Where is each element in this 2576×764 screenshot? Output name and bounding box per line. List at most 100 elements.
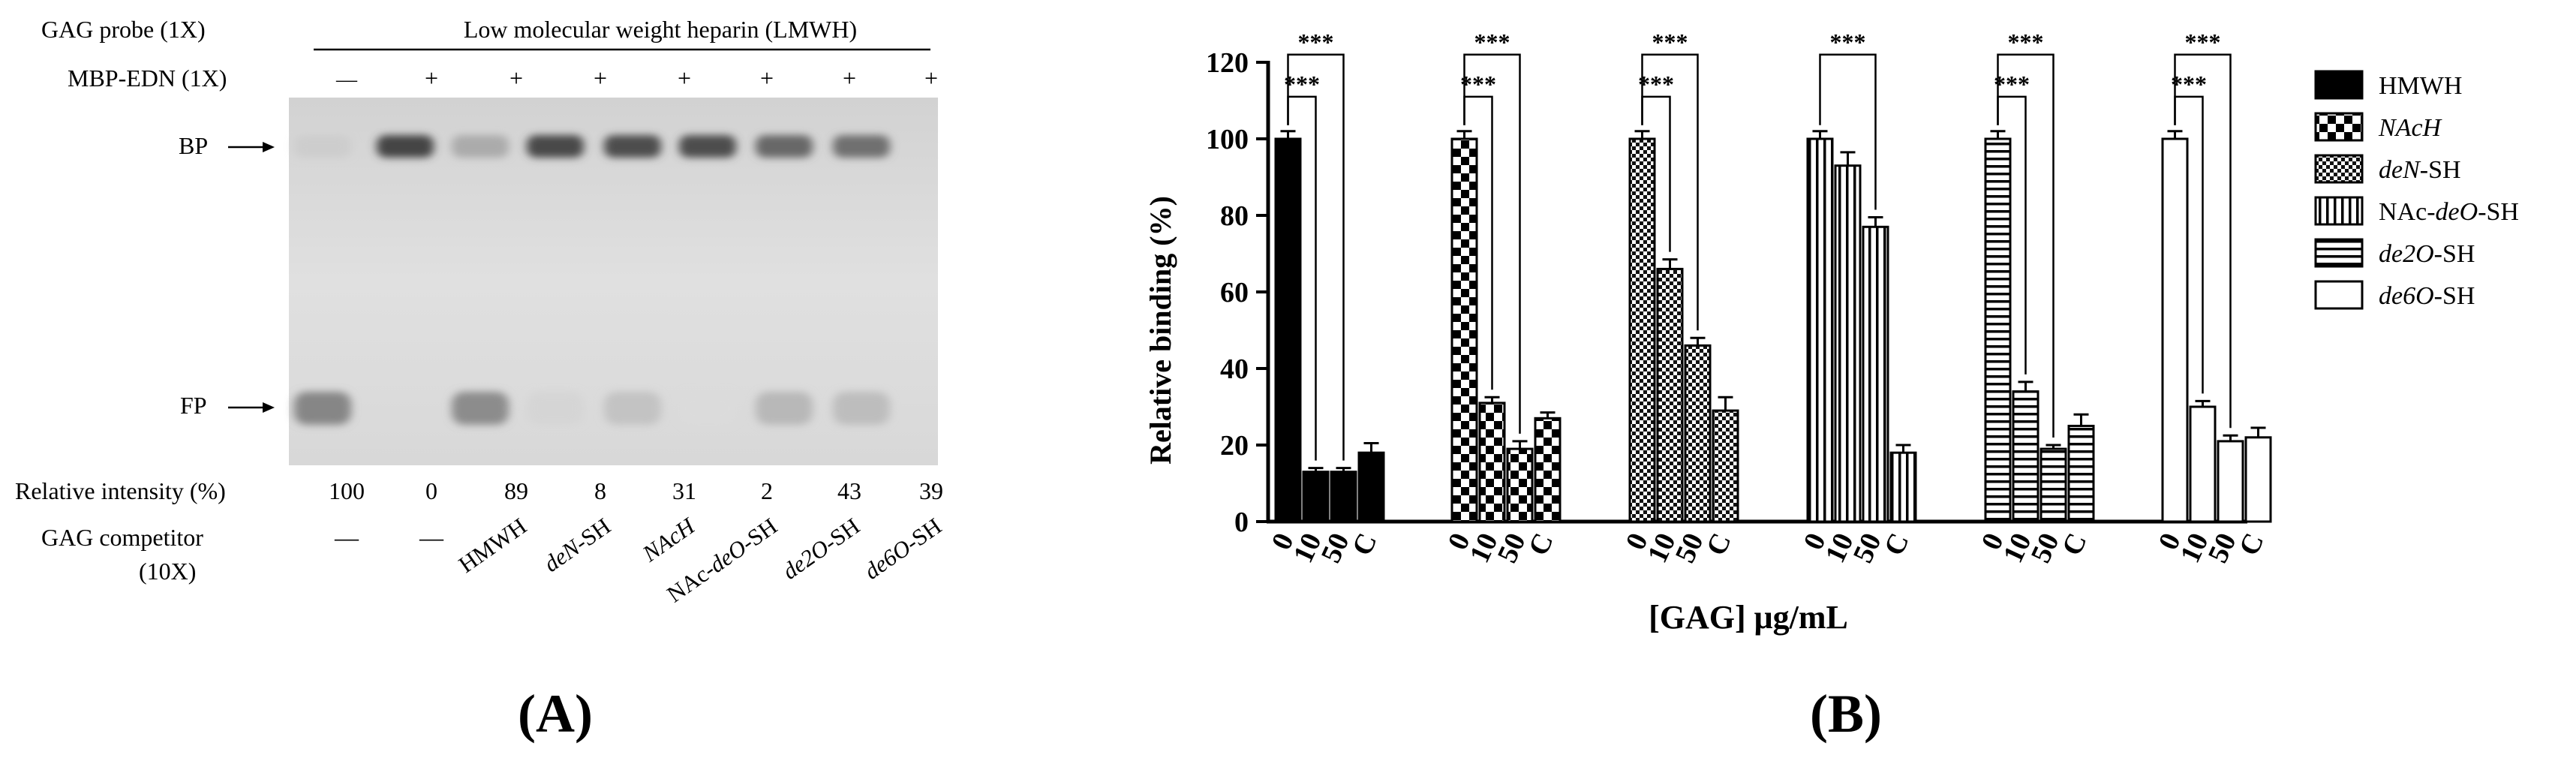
significance-bracket bbox=[2174, 53, 2232, 429]
x-tick-label: C bbox=[1346, 528, 1384, 561]
bar bbox=[2067, 425, 2095, 523]
significance-label: *** bbox=[1298, 29, 1334, 56]
intensity-values: 100 0 89 8 31 2 43 39 bbox=[329, 477, 943, 504]
significance-label: *** bbox=[1284, 71, 1320, 98]
significance-label: *** bbox=[1652, 29, 1688, 56]
fp-band bbox=[604, 392, 661, 425]
gag-probe-value: Low molecular weight heparin (LMWH) bbox=[464, 16, 857, 43]
bar bbox=[2244, 436, 2272, 523]
bar bbox=[2217, 440, 2244, 523]
legend-swatch bbox=[2314, 70, 2364, 100]
legend-swatch bbox=[2314, 196, 2364, 226]
legend-label: HMWH bbox=[2379, 72, 2462, 100]
intensity-value: 2 bbox=[761, 477, 773, 504]
significance-label: *** bbox=[2185, 29, 2221, 56]
bar bbox=[1712, 409, 1739, 523]
significance-bracket bbox=[1997, 53, 2054, 438]
legend-label: NAc-deO-SH bbox=[2379, 198, 2519, 226]
bar bbox=[1478, 402, 1506, 523]
significance-bracket bbox=[1641, 53, 1699, 331]
y-tick-label: 60 bbox=[1220, 277, 1249, 308]
mbp-sign: + bbox=[509, 65, 523, 92]
mbp-sign: + bbox=[425, 65, 438, 92]
panel-a: GAG probe (1X) Low molecular weight hepa… bbox=[15, 16, 946, 744]
significance-label: *** bbox=[1638, 71, 1674, 98]
y-tick-label: 80 bbox=[1220, 200, 1249, 232]
bp-band bbox=[294, 135, 351, 158]
x-tick-label: C bbox=[2233, 528, 2271, 561]
x-tick-label: C bbox=[2056, 528, 2094, 561]
bar bbox=[2189, 405, 2217, 523]
significance-label: *** bbox=[1994, 71, 2030, 98]
competitor-label-item: deN-SH bbox=[539, 513, 615, 577]
competitor-dash-1: — bbox=[334, 524, 359, 551]
mbp-label: MBP-EDN (1X) bbox=[68, 65, 227, 92]
y-tick-label: 100 bbox=[1206, 124, 1249, 155]
bar-chart: 02040608010012001050C******01050C******0… bbox=[1206, 29, 2272, 567]
bp-band bbox=[833, 135, 890, 158]
significance-label: *** bbox=[1474, 29, 1510, 56]
competitor-sub: (10X) bbox=[139, 558, 196, 585]
fp-band bbox=[756, 392, 813, 425]
bar bbox=[1628, 137, 1656, 523]
bar bbox=[1330, 471, 1357, 523]
bar bbox=[2161, 137, 2189, 523]
bp-band bbox=[604, 135, 661, 158]
y-tick-label: 20 bbox=[1220, 430, 1249, 462]
bar bbox=[1302, 471, 1330, 523]
bar bbox=[1806, 137, 1834, 523]
panel-b: 02040608010012001050C******01050C******0… bbox=[1144, 29, 2519, 744]
significance-bracket bbox=[1287, 53, 1345, 461]
legend-label: de2O-SH bbox=[2379, 240, 2475, 268]
intensity-value: 0 bbox=[425, 477, 437, 504]
bar bbox=[2039, 447, 2067, 523]
mbp-sign: + bbox=[843, 65, 856, 92]
bar bbox=[1684, 344, 1712, 523]
bar bbox=[1984, 137, 2012, 523]
legend: HMWH NAcH deN-SH NAc-deO-SH de2O-SH de6O-SH bbox=[2314, 70, 2519, 310]
fp-band bbox=[452, 392, 509, 425]
fp-band bbox=[294, 392, 351, 425]
mbp-signs: — + + + + + + + bbox=[335, 65, 938, 92]
competitor-label-item: de6O-SH bbox=[859, 513, 946, 585]
x-tick-label: C bbox=[1522, 528, 1560, 561]
bp-band bbox=[679, 135, 736, 158]
mbp-sign: — bbox=[335, 68, 358, 92]
fp-band bbox=[833, 392, 890, 425]
mbp-sign: + bbox=[924, 65, 938, 92]
legend-label: deN-SH bbox=[2379, 156, 2461, 184]
legend-label: NAcH bbox=[2378, 114, 2443, 142]
intensity-value: 100 bbox=[329, 477, 365, 504]
caption-a: (A) bbox=[518, 684, 593, 744]
y-tick-label: 40 bbox=[1220, 353, 1249, 385]
bar bbox=[1834, 164, 1862, 523]
bp-arrow bbox=[228, 142, 275, 152]
competitor-label-item: de2O-SH bbox=[777, 513, 864, 585]
bar bbox=[1656, 267, 1684, 523]
bp-band bbox=[756, 135, 813, 158]
bp-band bbox=[452, 135, 509, 158]
significance-label: *** bbox=[2008, 29, 2044, 56]
bar bbox=[1534, 417, 1562, 523]
fp-band bbox=[679, 392, 736, 425]
fp-band bbox=[527, 392, 584, 425]
intensity-value: 89 bbox=[504, 477, 528, 504]
bar bbox=[2012, 390, 2039, 523]
y-tick-label: 120 bbox=[1206, 47, 1249, 79]
legend-swatch bbox=[2314, 238, 2364, 268]
bar bbox=[1274, 137, 1302, 523]
x-tick-label: C bbox=[1878, 528, 1916, 561]
legend-label: de6O-SH bbox=[2379, 282, 2475, 310]
intensity-value: 43 bbox=[837, 477, 861, 504]
x-axis-title: [GAG] μg/mL bbox=[1649, 599, 1848, 636]
bar bbox=[1450, 137, 1478, 523]
bar bbox=[1862, 225, 1889, 523]
mbp-sign: + bbox=[760, 65, 774, 92]
intensity-value: 39 bbox=[919, 477, 943, 504]
significance-bracket bbox=[1463, 53, 1521, 434]
caption-b: (B) bbox=[1810, 684, 1882, 744]
y-tick-label: 0 bbox=[1234, 507, 1249, 538]
gag-probe-label: GAG probe (1X) bbox=[41, 16, 206, 43]
legend-swatch bbox=[2314, 154, 2364, 184]
